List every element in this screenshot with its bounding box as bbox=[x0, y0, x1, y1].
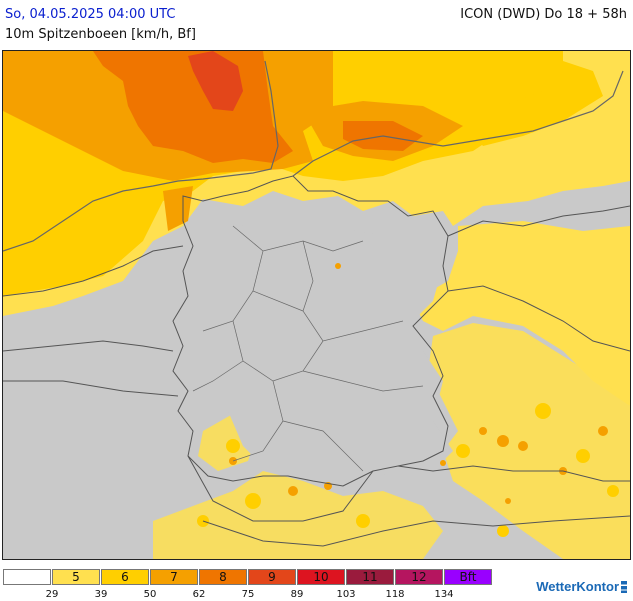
model-run-label: ICON (DWD) Do 18 + 58h bbox=[460, 7, 627, 22]
logo-mark-icon bbox=[621, 581, 627, 593]
legend-tick-label: 39 bbox=[94, 589, 108, 600]
legend-tick-label: 50 bbox=[143, 589, 157, 600]
legend-swatch bbox=[3, 569, 51, 585]
legend-tick-label: 62 bbox=[192, 589, 206, 600]
legend-tick-label: 89 bbox=[290, 589, 304, 600]
legend-tick-label: 118 bbox=[385, 589, 405, 600]
gust-map bbox=[2, 50, 631, 560]
legend-swatch: 8 bbox=[199, 569, 247, 585]
gust-zone-bf9 bbox=[188, 51, 243, 111]
brand-logo: WetterKontor bbox=[536, 579, 627, 594]
gust-zone-bf5-east bbox=[413, 221, 630, 406]
legend-swatch: 9 bbox=[248, 569, 296, 585]
forecast-datetime: So, 04.05.2025 04:00 UTC bbox=[5, 7, 176, 22]
legend-swatch: Bft bbox=[444, 569, 492, 585]
legend-swatch: 7 bbox=[150, 569, 198, 585]
border-france bbox=[3, 380, 179, 397]
state-borders bbox=[192, 225, 424, 472]
border-italy bbox=[202, 515, 630, 547]
border-switzerland bbox=[187, 455, 374, 522]
legend-tick-label: 103 bbox=[336, 589, 356, 600]
legend-ticks: 29 39 50 62 75 89 103 118 134 bbox=[3, 589, 503, 601]
gust-zone-bf6-east bbox=[453, 61, 603, 146]
color-legend: 5 6 7 8 9 10 11 12 Bft bbox=[3, 569, 493, 587]
gust-zone-bf5-southeast bbox=[428, 323, 630, 559]
legend-swatch: 10 bbox=[297, 569, 345, 585]
gust-zone-bf8 bbox=[93, 51, 293, 163]
coastline-north-sea bbox=[3, 60, 279, 252]
gust-zone-bf7-coast bbox=[163, 186, 193, 231]
border-austria bbox=[397, 465, 630, 482]
gust-zone-bf5-south bbox=[153, 471, 443, 559]
legend-swatch: 5 bbox=[52, 569, 100, 585]
border-germany bbox=[172, 175, 449, 487]
legend-tick-label: 29 bbox=[45, 589, 59, 600]
legend-tick-label: 75 bbox=[241, 589, 255, 600]
border-poland bbox=[447, 205, 630, 237]
legend-swatch: 6 bbox=[101, 569, 149, 585]
legend-swatch: 12 bbox=[395, 569, 443, 585]
border-netherlands bbox=[3, 245, 184, 297]
legend-swatch: 11 bbox=[346, 569, 394, 585]
coastline-baltic bbox=[292, 70, 624, 177]
parameter-label: 10m Spitzenboeen [km/h, Bf] bbox=[5, 27, 196, 42]
border-belgium bbox=[3, 340, 174, 352]
legend-tick-label: 134 bbox=[434, 589, 454, 600]
border-czechia bbox=[447, 285, 630, 352]
